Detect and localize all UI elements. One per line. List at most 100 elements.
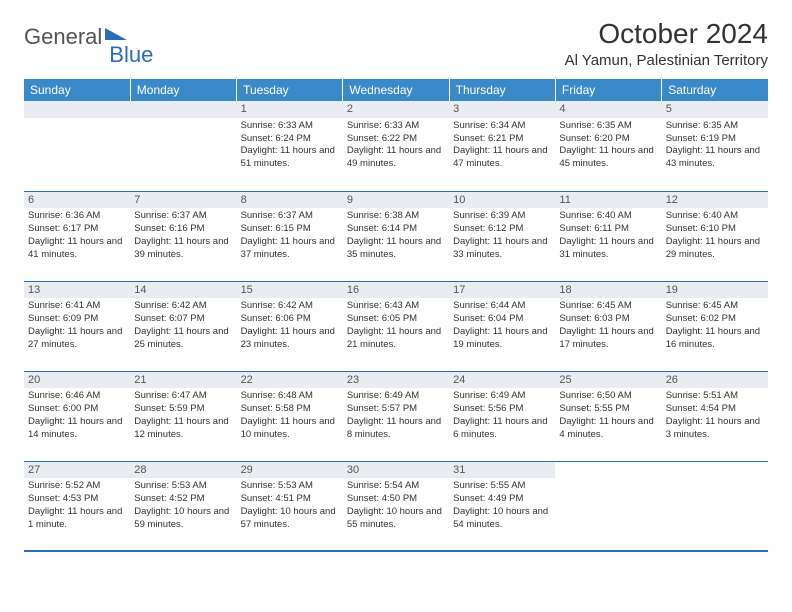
day-number: 20 <box>24 372 130 389</box>
sunrise-text: Sunrise: 6:35 AM <box>666 120 764 133</box>
calendar-row: 1Sunrise: 6:33 AMSunset: 6:24 PMDaylight… <box>24 101 768 191</box>
sunrise-text: Sunrise: 6:50 AM <box>559 390 657 403</box>
logo-text-general: General <box>24 24 102 50</box>
sunset-text: Sunset: 6:02 PM <box>666 313 764 326</box>
calendar-day-cell: 24Sunrise: 6:49 AMSunset: 5:56 PMDayligh… <box>449 371 555 461</box>
sunrise-text: Sunrise: 5:55 AM <box>453 480 551 493</box>
sunrise-text: Sunrise: 6:46 AM <box>28 390 126 403</box>
sunset-text: Sunset: 6:21 PM <box>453 133 551 146</box>
day-number: 18 <box>555 282 661 299</box>
title-block: October 2024 Al Yamun, Palestinian Terri… <box>565 18 768 69</box>
calendar-day-cell: 11Sunrise: 6:40 AMSunset: 6:11 PMDayligh… <box>555 191 661 281</box>
day-number: 1 <box>237 101 343 118</box>
calendar-day-cell: 22Sunrise: 6:48 AMSunset: 5:58 PMDayligh… <box>237 371 343 461</box>
day-number: 26 <box>662 372 768 389</box>
calendar-row: 13Sunrise: 6:41 AMSunset: 6:09 PMDayligh… <box>24 281 768 371</box>
calendar-day-cell: 13Sunrise: 6:41 AMSunset: 6:09 PMDayligh… <box>24 281 130 371</box>
weekday-header: Saturday <box>662 79 768 101</box>
calendar-day-cell: 4Sunrise: 6:35 AMSunset: 6:20 PMDaylight… <box>555 101 661 191</box>
daylight-text: Daylight: 11 hours and 39 minutes. <box>134 236 232 262</box>
header: General Blue October 2024 Al Yamun, Pale… <box>24 18 768 69</box>
sunrise-text: Sunrise: 6:34 AM <box>453 120 551 133</box>
daylight-text: Daylight: 10 hours and 55 minutes. <box>347 506 445 532</box>
daylight-text: Daylight: 10 hours and 54 minutes. <box>453 506 551 532</box>
weekday-header: Sunday <box>24 79 130 101</box>
sunset-text: Sunset: 6:05 PM <box>347 313 445 326</box>
day-number: 19 <box>662 282 768 299</box>
day-number: 16 <box>343 282 449 299</box>
daylight-text: Daylight: 11 hours and 4 minutes. <box>559 416 657 442</box>
weekday-header: Monday <box>130 79 236 101</box>
calendar-day-cell: 18Sunrise: 6:45 AMSunset: 6:03 PMDayligh… <box>555 281 661 371</box>
sunrise-text: Sunrise: 5:51 AM <box>666 390 764 403</box>
calendar-day-cell: 1Sunrise: 6:33 AMSunset: 6:24 PMDaylight… <box>237 101 343 191</box>
sunset-text: Sunset: 5:59 PM <box>134 403 232 416</box>
calendar-day-cell: 19Sunrise: 6:45 AMSunset: 6:02 PMDayligh… <box>662 281 768 371</box>
calendar-empty-cell <box>130 101 236 191</box>
day-number-empty <box>24 101 130 118</box>
sunset-text: Sunset: 5:57 PM <box>347 403 445 416</box>
sunset-text: Sunset: 6:17 PM <box>28 223 126 236</box>
sunrise-text: Sunrise: 6:36 AM <box>28 210 126 223</box>
day-number: 17 <box>449 282 555 299</box>
daylight-text: Daylight: 11 hours and 25 minutes. <box>134 326 232 352</box>
day-number: 22 <box>237 372 343 389</box>
weekday-header: Thursday <box>449 79 555 101</box>
sunrise-text: Sunrise: 6:42 AM <box>134 300 232 313</box>
calendar-day-cell: 31Sunrise: 5:55 AMSunset: 4:49 PMDayligh… <box>449 461 555 551</box>
sunrise-text: Sunrise: 6:47 AM <box>134 390 232 403</box>
sunset-text: Sunset: 6:12 PM <box>453 223 551 236</box>
calendar-day-cell: 6Sunrise: 6:36 AMSunset: 6:17 PMDaylight… <box>24 191 130 281</box>
sunrise-text: Sunrise: 6:45 AM <box>666 300 764 313</box>
sunrise-text: Sunrise: 6:45 AM <box>559 300 657 313</box>
calendar-table: SundayMondayTuesdayWednesdayThursdayFrid… <box>24 79 768 552</box>
sunset-text: Sunset: 6:16 PM <box>134 223 232 236</box>
daylight-text: Daylight: 11 hours and 14 minutes. <box>28 416 126 442</box>
calendar-day-cell: 28Sunrise: 5:53 AMSunset: 4:52 PMDayligh… <box>130 461 236 551</box>
day-number: 12 <box>662 192 768 209</box>
daylight-text: Daylight: 11 hours and 17 minutes. <box>559 326 657 352</box>
logo-triangle-icon <box>105 28 127 40</box>
sunset-text: Sunset: 6:07 PM <box>134 313 232 326</box>
day-number: 5 <box>662 101 768 118</box>
sunset-text: Sunset: 5:58 PM <box>241 403 339 416</box>
sunrise-text: Sunrise: 6:33 AM <box>241 120 339 133</box>
daylight-text: Daylight: 11 hours and 23 minutes. <box>241 326 339 352</box>
day-number: 8 <box>237 192 343 209</box>
calendar-day-cell: 23Sunrise: 6:49 AMSunset: 5:57 PMDayligh… <box>343 371 449 461</box>
day-number: 9 <box>343 192 449 209</box>
calendar-day-cell: 2Sunrise: 6:33 AMSunset: 6:22 PMDaylight… <box>343 101 449 191</box>
day-number-empty <box>130 101 236 118</box>
calendar-day-cell: 27Sunrise: 5:52 AMSunset: 4:53 PMDayligh… <box>24 461 130 551</box>
calendar-row: 6Sunrise: 6:36 AMSunset: 6:17 PM Daylight… <box>24 191 768 281</box>
daylight-text: Daylight: 11 hours and 16 minutes. <box>666 326 764 352</box>
day-number: 23 <box>343 372 449 389</box>
daylight-text: Daylight: 11 hours and 51 minutes. <box>241 145 339 171</box>
day-number: 13 <box>24 282 130 299</box>
day-number: 6 <box>24 192 130 209</box>
calendar-day-cell: 17Sunrise: 6:44 AMSunset: 6:04 PMDayligh… <box>449 281 555 371</box>
sunset-text: Sunset: 6:00 PM <box>28 403 126 416</box>
logo: General Blue <box>24 18 153 68</box>
calendar-day-cell: 25Sunrise: 6:50 AMSunset: 5:55 PMDayligh… <box>555 371 661 461</box>
logo-text-blue: Blue <box>109 42 153 68</box>
daylight-text: Daylight: 11 hours and 10 minutes. <box>241 416 339 442</box>
weekday-header: Tuesday <box>237 79 343 101</box>
daylight-text: Daylight: 11 hours and 8 minutes. <box>347 416 445 442</box>
sunset-text: Sunset: 4:54 PM <box>666 403 764 416</box>
sunrise-text: Sunrise: 6:37 AM <box>134 210 232 223</box>
daylight-text: Daylight: 11 hours and 29 minutes. <box>666 236 764 262</box>
sunrise-text: Sunrise: 5:54 AM <box>347 480 445 493</box>
calendar-body: 1Sunrise: 6:33 AMSunset: 6:24 PMDaylight… <box>24 101 768 551</box>
sunrise-text: Sunrise: 6:41 AM <box>28 300 126 313</box>
calendar-day-cell: 26Sunrise: 5:51 AMSunset: 4:54 PMDayligh… <box>662 371 768 461</box>
day-number: 2 <box>343 101 449 118</box>
calendar-header-row: SundayMondayTuesdayWednesdayThursdayFrid… <box>24 79 768 101</box>
sunset-text: Sunset: 5:56 PM <box>453 403 551 416</box>
day-number: 27 <box>24 462 130 479</box>
sunset-text: Sunset: 4:53 PM <box>28 493 126 506</box>
calendar-day-cell: 7Sunrise: 6:37 AMSunset: 6:16 PMDaylight… <box>130 191 236 281</box>
calendar-document: General Blue October 2024 Al Yamun, Pale… <box>0 0 792 552</box>
sunrise-text: Sunrise: 5:52 AM <box>28 480 126 493</box>
day-number: 21 <box>130 372 236 389</box>
